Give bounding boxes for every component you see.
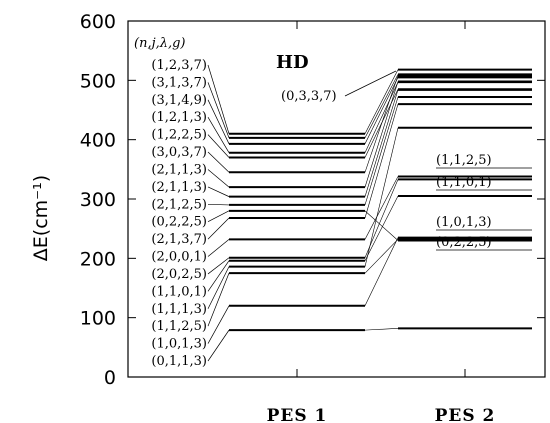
label-leader [207,217,230,240]
level-connector [364,176,399,240]
level-labels: (0,1,1,3) (1,0,1,3) (1,1,2,5) (1,1,1,3) (1,1… [151,58,230,369]
axis-ticks [128,20,545,378]
level-label: (1,0,1,3) [151,337,207,352]
pes2-levels [398,68,532,330]
level-connector [364,237,399,306]
annotation-label: (0,3,3,7) [281,89,337,104]
level-label: (3,1,4,9) [151,93,207,108]
level-connector [364,89,399,197]
level-connector [364,77,399,144]
level-label: (3,1,3,7) [151,75,207,90]
level-label: (3,0,3,7) [151,145,207,160]
level-connector [364,74,399,139]
y-tick-label: 200 [80,248,116,270]
level-connector [364,179,399,258]
y-tick-label: 500 [80,70,116,92]
y-axis-label: ΔE(cm⁻¹) [30,175,52,261]
label-leader [207,134,230,158]
label-leader [207,186,230,197]
level-connector [364,81,399,153]
level-connector [364,210,399,241]
level-connector [364,239,399,274]
y-tick-label: 0 [104,367,116,389]
x-category-label: PES 1 [267,406,328,423]
level-label: (0,1,1,3) [151,354,207,369]
label-leader [207,305,230,344]
annotation-label: (1,1,2,5) [436,153,492,168]
level-label: (1,2,3,7) [151,58,207,73]
level-label: (1,2,1,3) [151,110,207,125]
y-tick-label: 600 [80,11,116,33]
level-label: (2,1,1,3) [151,180,207,195]
label-leader [207,210,230,223]
level-connector [364,69,399,134]
label-leader [207,273,230,327]
label-leader [207,117,230,153]
pes1-levels [229,132,365,332]
label-leader [207,99,230,144]
y-tick-label: 100 [80,308,116,330]
level-label: (1,1,2,5) [151,319,207,334]
y-tick-label: 300 [80,189,116,211]
level-label: (0,2,2,5) [151,215,207,230]
level-label: (2,1,1,3) [151,162,207,177]
label-leader [207,260,230,292]
label-leader [207,203,230,206]
level-connector [364,127,399,267]
level-label: (1,2,2,5) [151,128,207,143]
label-leader [207,266,230,309]
legend-header: (n,j,λ,g) [134,36,186,51]
chart-title: HD [276,52,309,73]
label-leader [207,64,230,134]
level-label: (2,0,0,1) [151,250,207,265]
level-label: (2,1,3,7) [151,232,207,247]
x-category-labels: PES 1 PES 2 [267,406,496,423]
level-connector [364,195,399,261]
level-label: (2,0,2,5) [151,267,207,282]
level-label: (1,1,1,3) [151,302,207,317]
annotation-label: (0,2,2,5) [436,235,492,250]
label-leader [207,151,230,173]
level-connector [364,96,399,206]
label-leader [207,329,230,362]
label-leader [207,82,230,139]
x-category-label: PES 2 [435,406,496,423]
annotations: (0,3,3,7) (1,1,2,5) (1,1,0,1) (1,0,1,3) (0,2… [281,70,532,251]
level-connector [364,89,399,158]
level-connector [364,328,399,331]
level-connector [364,81,399,188]
level-connectors [364,69,399,331]
y-tick-labels: 0 100 200 300 400 500 600 [80,11,116,389]
y-tick-label: 400 [80,130,116,152]
label-leader [207,239,230,257]
annotation-arrow [344,70,397,97]
annotation-label: (1,1,0,1) [436,175,492,190]
label-leader [207,169,230,188]
level-label: (1,1,0,1) [151,284,207,299]
level-connector [364,103,399,219]
level-label: (2,1,2,5) [151,197,207,212]
label-leader [207,257,230,275]
annotation-label: (1,0,1,3) [436,215,492,230]
